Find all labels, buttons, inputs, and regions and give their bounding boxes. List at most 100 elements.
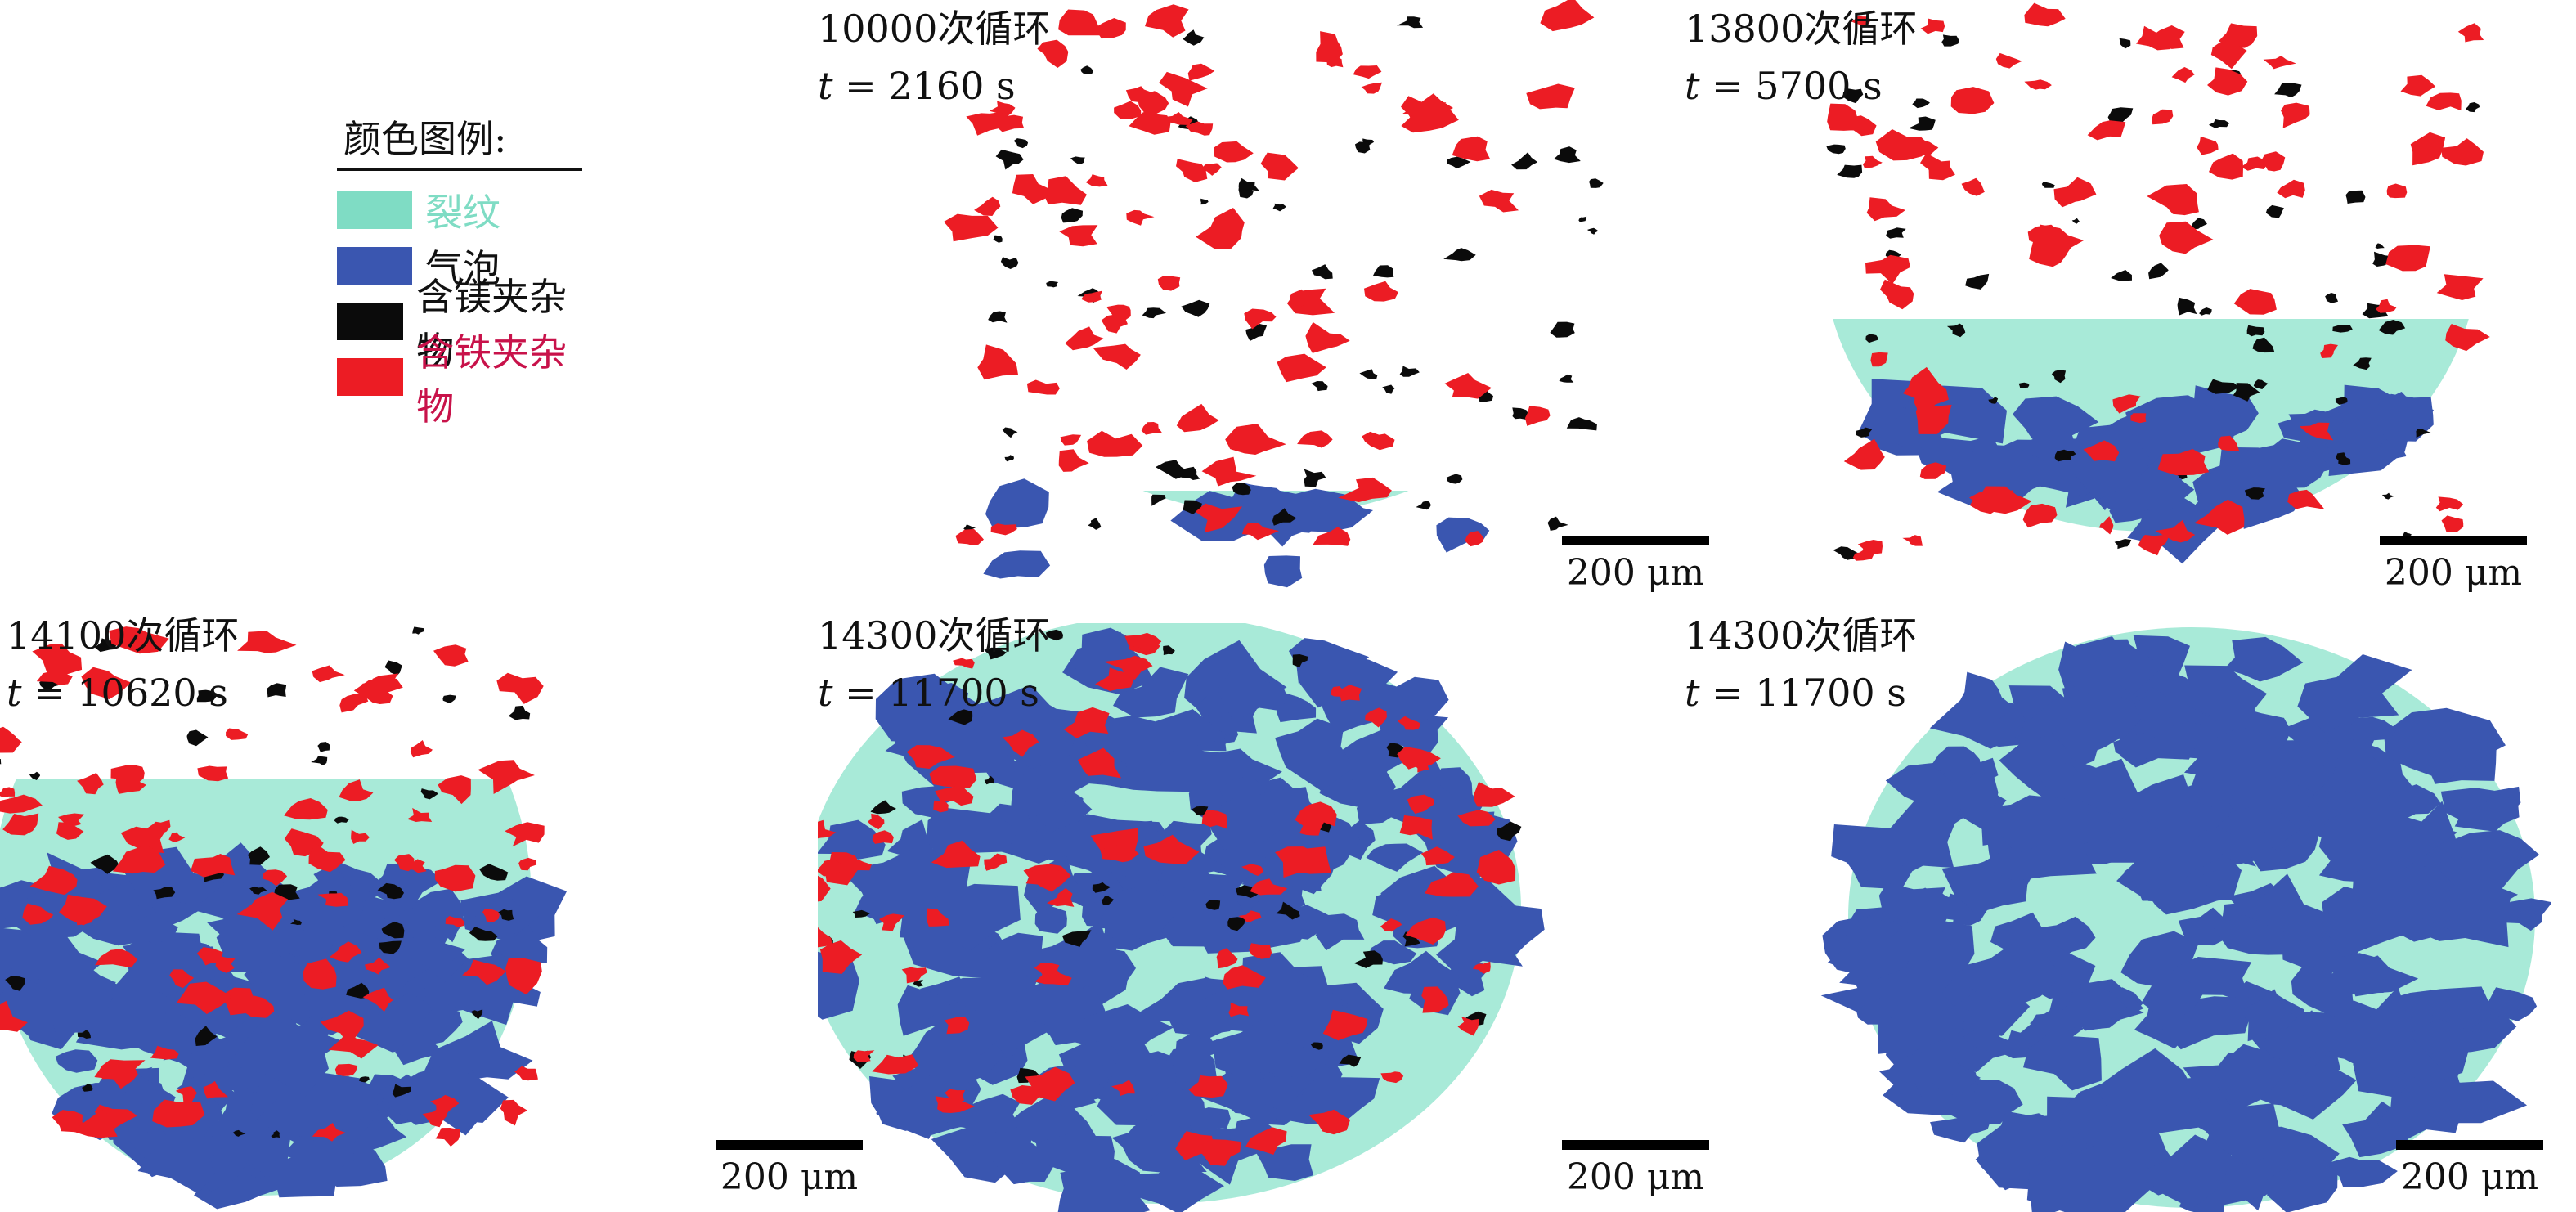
panel-14100-cycles: 14100次循环 t = 10620 s 200 μm bbox=[0, 607, 867, 1212]
mg-inclusion bbox=[1416, 501, 1431, 510]
mg-inclusion bbox=[2071, 218, 2080, 224]
fe-inclusion bbox=[901, 967, 927, 984]
fe-inclusion bbox=[1827, 103, 1858, 131]
bubble-region bbox=[1117, 1159, 1224, 1212]
fe-inclusion bbox=[1961, 177, 1985, 196]
fe-inclusion bbox=[1124, 632, 1162, 651]
fe-inclusion bbox=[1185, 121, 1214, 136]
bubble-region bbox=[2324, 411, 2390, 460]
bubble-region bbox=[2165, 957, 2252, 1004]
mg-inclusion bbox=[1826, 144, 1846, 155]
fe-inclusion bbox=[77, 773, 104, 795]
fe-inclusion bbox=[362, 987, 393, 1012]
mg-inclusion bbox=[2018, 382, 2030, 388]
fe-inclusion bbox=[1465, 531, 1484, 547]
mg-inclusion bbox=[1402, 931, 1420, 947]
bubble-region bbox=[227, 1017, 334, 1097]
mg-inclusion bbox=[1163, 645, 1175, 655]
bubble-region bbox=[1831, 800, 1961, 873]
fe-inclusion bbox=[1870, 352, 1888, 367]
mg-inclusion bbox=[1181, 299, 1210, 317]
mg-inclusion bbox=[1232, 483, 1251, 496]
bubble-region bbox=[252, 1071, 380, 1145]
legend-label-crack: 裂纹 bbox=[425, 191, 500, 235]
fe-inclusion bbox=[215, 955, 236, 973]
fe-inclusion bbox=[929, 765, 977, 788]
fe-inclusion bbox=[112, 845, 166, 874]
bubble-region bbox=[209, 1121, 264, 1163]
bubble-region bbox=[2480, 987, 2538, 1021]
mg-inclusion bbox=[1446, 474, 1463, 484]
bubble-region bbox=[2095, 1048, 2210, 1134]
fe-inclusion bbox=[445, 916, 465, 927]
fe-inclusion bbox=[0, 794, 43, 814]
fe-inclusion bbox=[868, 814, 885, 830]
fe-inclusion bbox=[1399, 815, 1433, 840]
crack-region bbox=[1142, 491, 1409, 515]
fe-inclusion bbox=[2098, 516, 2114, 535]
mg-inclusion bbox=[1559, 374, 1574, 383]
bubble-region bbox=[2147, 883, 2221, 915]
mg-inclusion bbox=[1988, 397, 1999, 404]
mg-inclusion bbox=[2325, 293, 2338, 303]
legend-label-bubble: 气泡 bbox=[425, 246, 500, 290]
bubble-region bbox=[2263, 1026, 2315, 1061]
fe-inclusion bbox=[1365, 707, 1387, 728]
bubble-region bbox=[1379, 715, 1449, 760]
fe-inclusion bbox=[2197, 136, 2219, 155]
fe-inclusion bbox=[1526, 83, 1575, 110]
bubble-region bbox=[2322, 1156, 2398, 1187]
bubble-region bbox=[886, 819, 934, 857]
fe-inclusion bbox=[0, 729, 22, 753]
scale-bar-label: 200 μm bbox=[1566, 552, 1705, 594]
panel-caption: 14300次循环 t = 11700 s bbox=[1685, 607, 1917, 721]
fe-inclusion bbox=[995, 114, 1025, 132]
fe-inclusion bbox=[842, 859, 872, 872]
mg-inclusion bbox=[963, 524, 976, 532]
fe-inclusion bbox=[1095, 18, 1126, 39]
fe-inclusion bbox=[1244, 308, 1277, 330]
bubble-region bbox=[2125, 395, 2236, 455]
fe-inclusion bbox=[1058, 9, 1102, 36]
fe-inclusion bbox=[394, 854, 415, 872]
fe-inclusion bbox=[2130, 413, 2147, 424]
mg-inclusion bbox=[2051, 370, 2067, 384]
fe-inclusion bbox=[1920, 18, 1945, 34]
bubble-region bbox=[2234, 443, 2328, 488]
bubble-region bbox=[2215, 1052, 2288, 1105]
mg-inclusion bbox=[5, 976, 25, 991]
fe-inclusion bbox=[1202, 163, 1222, 176]
fe-inclusion bbox=[853, 1050, 875, 1062]
fe-inclusion bbox=[2087, 120, 2126, 141]
fe-inclusion bbox=[0, 1000, 28, 1032]
fe-inclusion bbox=[176, 981, 232, 1015]
bubble-region bbox=[120, 1101, 161, 1134]
bubble-region bbox=[2331, 953, 2385, 1004]
fe-inclusion bbox=[2024, 2, 2066, 27]
scale-bar-label: 200 μm bbox=[2400, 1156, 2539, 1198]
fe-inclusion bbox=[1241, 864, 1264, 876]
fe-inclusion bbox=[22, 903, 54, 925]
fe-inclusion bbox=[438, 775, 471, 805]
fe-inclusion bbox=[1095, 667, 1134, 691]
mg-inclusion bbox=[334, 816, 349, 824]
fe-inclusion bbox=[169, 969, 195, 989]
fe-inclusion bbox=[2155, 519, 2196, 543]
fe-inclusion bbox=[1085, 174, 1108, 187]
mg-inclusion bbox=[1151, 494, 1166, 506]
bubble-region bbox=[1104, 1039, 1159, 1082]
mg-inclusion bbox=[2381, 492, 2394, 500]
fe-inclusion bbox=[906, 745, 955, 769]
bubble-region bbox=[1035, 1133, 1115, 1174]
fe-inclusion bbox=[1380, 918, 1402, 932]
fe-inclusion bbox=[2147, 184, 2199, 216]
fe-inclusion bbox=[819, 940, 863, 974]
mg-inclusion bbox=[1191, 806, 1209, 816]
scale-bar: 200 μm bbox=[1558, 1140, 1713, 1198]
fe-inclusion bbox=[262, 869, 288, 887]
fe-inclusion bbox=[1407, 794, 1434, 814]
mg-inclusion bbox=[195, 1026, 218, 1046]
fe-inclusion bbox=[2435, 496, 2464, 512]
fe-inclusion bbox=[935, 1096, 976, 1113]
fe-inclusion bbox=[926, 908, 949, 927]
